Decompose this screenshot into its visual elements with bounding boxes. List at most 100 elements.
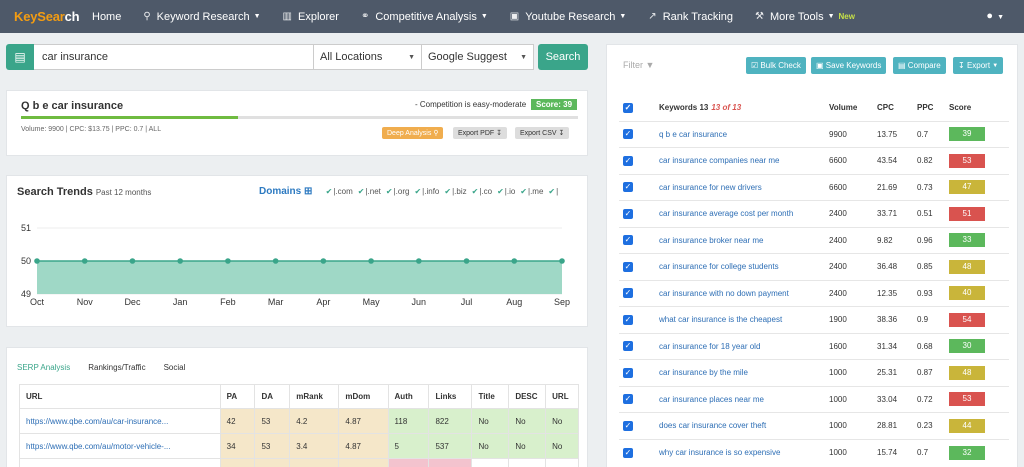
domain-filter-7[interactable]: ✔|.me	[515, 187, 543, 196]
search-button[interactable]: Search	[538, 44, 588, 70]
deep-analysis-button[interactable]: Deep Analysis ⚲	[382, 127, 444, 139]
keyword-link[interactable]: car insurance broker near me	[655, 226, 825, 254]
domains-label[interactable]: Domains ⊞	[259, 186, 313, 197]
serp-header-0[interactable]: URL	[19, 384, 221, 409]
cpc-header[interactable]: CPC	[877, 103, 894, 113]
domain-filter-1[interactable]: ✔|.net	[353, 187, 381, 196]
filter-icon: ▼	[645, 60, 655, 70]
check-icon: ✔	[548, 187, 556, 196]
user-menu-icon[interactable]: ● ▼	[986, 10, 1004, 22]
trend-point[interactable]	[34, 258, 40, 264]
keyword-link[interactable]: car insurance average cost per month	[655, 200, 825, 227]
keyword-link[interactable]: why car insurance is so expensive	[655, 438, 825, 466]
serp-header-9[interactable]: URL	[545, 384, 579, 409]
nav-item-keyword-research[interactable]: ⚲ Keyword Research ▼	[143, 11, 260, 23]
save-icon: ▣	[816, 61, 824, 70]
trend-point[interactable]	[225, 258, 231, 264]
row-checkbox[interactable]: ✓	[619, 253, 655, 280]
keyword-link[interactable]: car insurance companies near me	[655, 147, 825, 174]
export-pdf-button[interactable]: Export PDF ↧	[453, 127, 508, 139]
row-checkbox[interactable]: ✓	[619, 200, 655, 227]
volume-cell: 2400	[825, 279, 873, 307]
keyword-link[interactable]: car insurance places near me	[655, 385, 825, 413]
serp-tab-0[interactable]: SERP Analysis	[17, 363, 71, 372]
serp-tab-2[interactable]: Social	[163, 363, 186, 372]
domain-filter-2[interactable]: ✔|.org	[381, 187, 410, 196]
keyword-link[interactable]: car insurance for college students	[655, 253, 825, 280]
select-all-checkbox[interactable]: ✓	[623, 102, 633, 113]
domain-filter-5[interactable]: ✔|.co	[467, 187, 492, 196]
filter-button[interactable]: Filter ▼	[623, 60, 655, 70]
ppc-cell: 0.68	[913, 332, 945, 360]
folder-icon[interactable]: ▤	[6, 44, 34, 70]
row-checkbox[interactable]: ✓	[619, 385, 655, 413]
row-checkbox[interactable]: ✓	[619, 147, 655, 174]
location-select[interactable]: All Locations ▼	[314, 44, 422, 70]
serp-header-4[interactable]: mDom	[338, 384, 389, 409]
keyword-title: Q b e car insurance	[21, 100, 124, 112]
nav-item-competitive-analysis[interactable]: ⚭ Competitive Analysis ▼	[361, 11, 488, 23]
nav-item-more-tools[interactable]: ⚒ More Tools ▼ New	[755, 11, 855, 23]
row-checkbox[interactable]: ✓	[619, 279, 655, 307]
trend-point[interactable]	[416, 258, 422, 264]
keyword-link[interactable]: q b e car insurance	[655, 120, 825, 148]
trend-point[interactable]	[129, 258, 136, 264]
serp-header-7[interactable]: Title	[471, 384, 510, 409]
domain-filter-4[interactable]: ✔|.biz	[439, 187, 466, 196]
row-checkbox[interactable]: ✓	[619, 412, 655, 439]
domain-filter-0[interactable]: ✔|.com	[321, 187, 353, 196]
serp-header-6[interactable]: Links	[428, 384, 473, 409]
keyword-link[interactable]: car insurance for 18 year old	[655, 332, 825, 360]
chevron-down-icon: ▼	[827, 13, 835, 20]
x-tick-label: Nov	[77, 297, 94, 307]
nav-item-explorer[interactable]: ▥ Explorer	[283, 11, 339, 23]
score-badge: 48	[949, 365, 985, 380]
keyword-link[interactable]: does car insurance cover theft	[655, 412, 825, 439]
nav-item-rank-tracking[interactable]: ↗ Rank Tracking	[648, 11, 733, 23]
serp-url-link[interactable]: https://www.qbe.com/au/motor-vehicle-...	[19, 433, 221, 459]
row-checkbox[interactable]: ✓	[619, 306, 655, 333]
domain-filter-8[interactable]: ✔|	[543, 187, 558, 196]
trend-point[interactable]	[463, 258, 470, 264]
nav-item-home[interactable]: Home	[92, 11, 121, 23]
volume-header[interactable]: Volume	[829, 103, 858, 113]
row-checkbox[interactable]: ✓	[619, 332, 655, 360]
search-input[interactable]: car insurance	[34, 44, 314, 70]
trend-point[interactable]	[81, 258, 88, 264]
serp-header-2[interactable]: DA	[254, 384, 291, 409]
serp-header-8[interactable]: DESC	[508, 384, 547, 409]
row-checkbox[interactable]: ✓	[619, 438, 655, 466]
export-button[interactable]: ↧ Export ▼	[953, 57, 1004, 74]
trend-point[interactable]	[177, 258, 183, 264]
domain-filter-6[interactable]: ✔|.io	[492, 187, 515, 196]
logo[interactable]: KeySear ch	[14, 9, 80, 24]
export-csv-button[interactable]: Export CSV ↧	[515, 127, 570, 139]
row-checkbox[interactable]: ✓	[619, 120, 655, 148]
keyword-link[interactable]: car insurance for new drivers	[655, 173, 825, 201]
serp-url-link[interactable]: https://www.qbe.com/au/car-insurance...	[19, 408, 221, 434]
trend-point[interactable]	[511, 258, 518, 264]
keyword-link[interactable]: what car insurance is the cheapest	[655, 306, 825, 333]
nav-item-youtube-research[interactable]: ▣ Youtube Research ▼	[510, 11, 627, 23]
trend-point[interactable]	[559, 258, 565, 264]
score-header[interactable]: Score	[949, 103, 972, 113]
trend-point[interactable]	[320, 258, 327, 264]
serp-header-3[interactable]: mRank	[289, 384, 340, 409]
compare-button[interactable]: ▤ Compare	[893, 57, 946, 74]
trend-point[interactable]	[272, 258, 279, 264]
bulk-check-button[interactable]: ☑ Bulk Check	[746, 57, 806, 74]
serp-header-5[interactable]: Auth	[387, 384, 430, 409]
row-checkbox[interactable]: ✓	[619, 173, 655, 201]
row-checkbox[interactable]: ✓	[619, 359, 655, 386]
serp-header-1[interactable]: PA	[219, 384, 256, 409]
keyword-link[interactable]: car insurance with no down payment	[655, 279, 825, 307]
keyword-link[interactable]: car insurance by the mile	[655, 359, 825, 386]
source-select[interactable]: Google Suggest ▼	[422, 44, 534, 70]
trend-point[interactable]	[368, 258, 374, 264]
chevron-down-icon: ▼	[992, 62, 999, 69]
row-checkbox[interactable]: ✓	[619, 226, 655, 254]
ppc-header[interactable]: PPC	[917, 103, 934, 113]
domain-filter-3[interactable]: ✔|.info	[409, 187, 439, 196]
serp-tab-1[interactable]: Rankings/Traffic	[88, 363, 146, 372]
save-keywords-button[interactable]: ▣ Save Keywords	[811, 57, 887, 74]
